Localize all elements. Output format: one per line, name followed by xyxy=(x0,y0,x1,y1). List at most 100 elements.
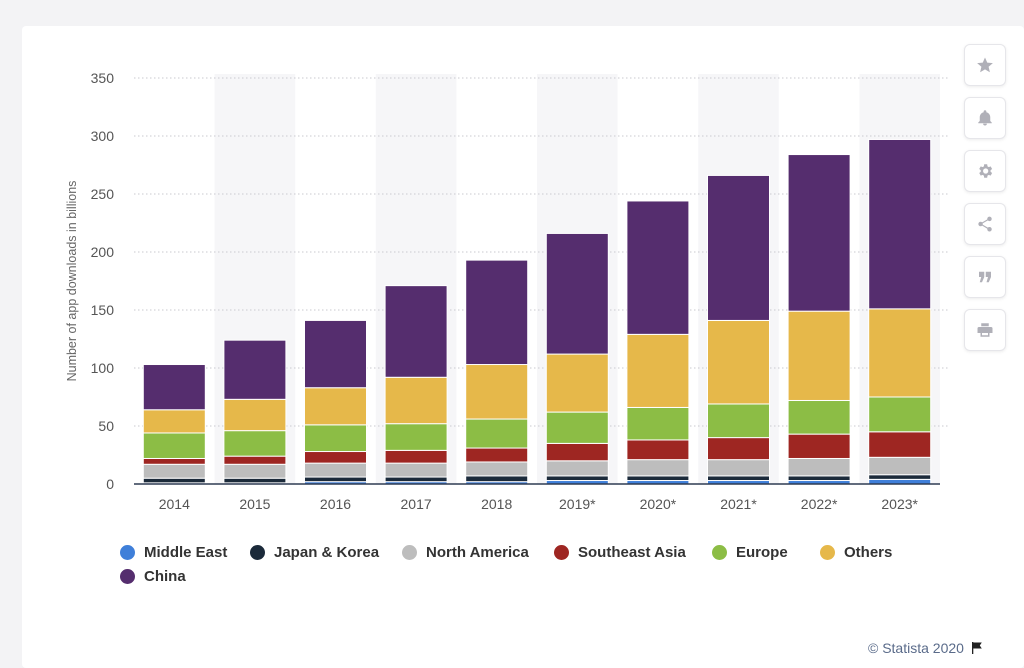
bar-segment-china xyxy=(304,319,367,389)
bar-segment-others xyxy=(465,364,529,420)
x-tick-label: 2022* xyxy=(801,496,838,512)
y-tick-label: 250 xyxy=(91,186,115,202)
legend-label: Europe xyxy=(736,544,788,561)
statista-credit[interactable]: © Statista 2020 xyxy=(868,640,984,656)
bar-segment-china xyxy=(787,154,851,312)
bar-segment-japan-korea xyxy=(465,475,529,483)
bar-segment-others xyxy=(868,308,932,398)
bar-segment-north-america xyxy=(787,457,851,477)
legend-swatch xyxy=(120,545,135,560)
bar-segment-north-america xyxy=(384,462,448,478)
bell-icon xyxy=(978,110,992,126)
bar-segment-others xyxy=(304,387,367,426)
bar-segment-southeast-asia xyxy=(707,437,770,461)
bar-segment-japan-korea xyxy=(707,475,770,482)
bar-segment-china xyxy=(626,200,690,335)
bar-segment-southeast-asia xyxy=(868,431,932,458)
bar-segment-japan-korea xyxy=(223,477,287,484)
bar-segment-southeast-asia xyxy=(384,449,448,464)
bar-segment-north-america xyxy=(465,461,529,477)
legend-item-middle-east[interactable]: Middle East xyxy=(120,544,227,561)
bar-segment-others xyxy=(384,376,448,425)
bar-segment-southeast-asia xyxy=(142,457,206,465)
x-tick-label: 2015 xyxy=(239,496,270,512)
bar-segment-japan-korea xyxy=(545,475,609,482)
bar-segment-others xyxy=(707,319,770,405)
legend-label: North America xyxy=(426,544,529,561)
bar-segment-europe xyxy=(545,411,609,444)
star-icon xyxy=(977,57,993,73)
bar-segment-europe xyxy=(868,396,932,433)
cite-button[interactable] xyxy=(964,256,1006,298)
bar-segment-north-america xyxy=(545,460,609,477)
legend-swatch xyxy=(120,569,135,584)
bar-segment-europe xyxy=(787,399,851,435)
legend-label: Middle East xyxy=(144,544,228,561)
bar-segment-north-america xyxy=(707,459,770,477)
x-tick-label: 2021* xyxy=(720,496,757,512)
bar-segment-europe xyxy=(223,430,287,457)
x-tick-label: 2016 xyxy=(320,496,351,512)
chart-toolbar xyxy=(964,44,1006,362)
bar-segment-southeast-asia xyxy=(223,455,287,465)
legend-label: Southeast Asia xyxy=(578,544,686,561)
bar-segment-japan-korea xyxy=(787,475,851,482)
legend-label: China xyxy=(144,568,186,585)
share-button[interactable] xyxy=(964,203,1006,245)
y-tick-label: 150 xyxy=(91,302,115,318)
bar-segment-china xyxy=(545,232,609,355)
legend-item-others[interactable]: Others xyxy=(820,544,892,561)
bar-segment-china xyxy=(384,285,448,378)
bar-segment-japan-korea xyxy=(868,474,932,480)
legend-label: Others xyxy=(844,544,893,561)
print-button[interactable] xyxy=(964,309,1006,351)
legend-item-southeast-asia[interactable]: Southeast Asia xyxy=(554,544,686,561)
y-tick-label: 350 xyxy=(91,70,115,86)
quote-icon xyxy=(979,271,991,283)
y-tick-label: 300 xyxy=(91,128,115,144)
notification-button[interactable] xyxy=(964,97,1006,139)
bar-segment-southeast-asia xyxy=(304,451,367,464)
bar-segment-europe xyxy=(707,403,770,439)
y-tick-label: 0 xyxy=(106,476,114,492)
credit-text: © Statista 2020 xyxy=(868,640,964,656)
bar-segment-europe xyxy=(626,406,690,441)
legend-item-china[interactable]: China xyxy=(120,568,186,585)
legend-swatch xyxy=(402,545,417,560)
bar-segment-europe xyxy=(465,418,529,449)
bar-segment-southeast-asia xyxy=(787,433,851,459)
bar-segment-north-america xyxy=(223,463,287,479)
bar-segment-others xyxy=(545,353,609,413)
bar-segment-china xyxy=(707,174,770,321)
bar-segment-japan-korea xyxy=(142,477,206,484)
bar-segment-southeast-asia xyxy=(465,447,529,463)
printer-icon xyxy=(977,323,993,337)
bar-segment-others xyxy=(787,310,851,401)
bar-segment-southeast-asia xyxy=(545,442,609,462)
bar-segment-others xyxy=(626,333,690,408)
bar-segment-japan-korea xyxy=(304,476,367,483)
x-tick-label: 2023* xyxy=(881,496,918,512)
x-tick-label: 2018 xyxy=(481,496,512,512)
bar-segment-europe xyxy=(304,424,367,453)
legend-swatch xyxy=(250,545,265,560)
legend-item-north-america[interactable]: North America xyxy=(402,544,529,561)
legend-item-japan-korea[interactable]: Japan & Korea xyxy=(250,544,379,561)
bar-segment-japan-korea xyxy=(384,476,448,483)
x-tick-label: 2017 xyxy=(401,496,432,512)
bar-segment-north-america xyxy=(868,456,932,476)
bar-segment-europe xyxy=(142,432,206,459)
bar-segment-europe xyxy=(384,423,448,451)
x-tick-label: 2020* xyxy=(640,496,677,512)
legend-label: Japan & Korea xyxy=(274,544,380,561)
bar-segment-north-america xyxy=(626,459,690,477)
bar-segment-china xyxy=(868,138,932,310)
chart-card: 0 50 100 150 200 250 300 350 Number of app downl… xyxy=(22,26,1024,668)
x-tick-label: 2014 xyxy=(159,496,190,512)
bar-segment-china xyxy=(465,259,529,366)
favorite-button[interactable] xyxy=(964,44,1006,86)
y-axis-label: Number of app downloads in billions xyxy=(65,181,79,382)
settings-button[interactable] xyxy=(964,150,1006,192)
stacked-bar-chart: 0 50 100 150 200 250 300 350 Number of app downl… xyxy=(65,70,950,512)
legend-item-europe[interactable]: Europe xyxy=(712,544,788,561)
